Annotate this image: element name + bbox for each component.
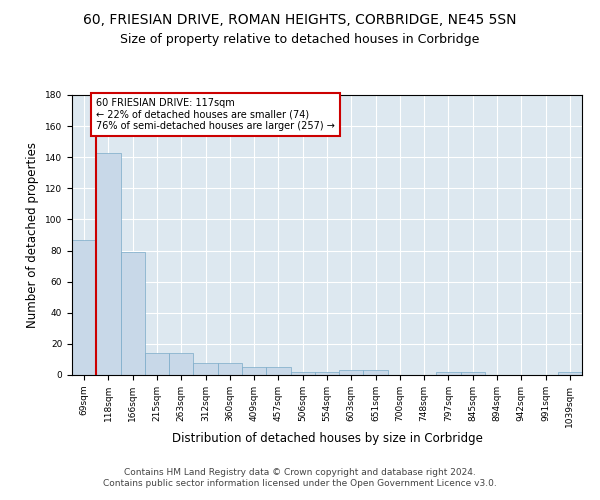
Bar	[72, 240, 96, 375]
X-axis label: Distribution of detached houses by size in Corbridge: Distribution of detached houses by size …	[172, 432, 482, 446]
Bar	[364, 370, 388, 375]
Bar	[193, 362, 218, 375]
Bar	[218, 362, 242, 375]
Bar	[461, 372, 485, 375]
Bar	[339, 370, 364, 375]
Text: Contains HM Land Registry data © Crown copyright and database right 2024.
Contai: Contains HM Land Registry data © Crown c…	[103, 468, 497, 487]
Text: Size of property relative to detached houses in Corbridge: Size of property relative to detached ho…	[121, 32, 479, 46]
Bar	[169, 353, 193, 375]
Bar	[121, 252, 145, 375]
Bar	[96, 152, 121, 375]
Text: 60, FRIESIAN DRIVE, ROMAN HEIGHTS, CORBRIDGE, NE45 5SN: 60, FRIESIAN DRIVE, ROMAN HEIGHTS, CORBR…	[83, 12, 517, 26]
Y-axis label: Number of detached properties: Number of detached properties	[26, 142, 40, 328]
Bar	[266, 367, 290, 375]
Bar	[315, 372, 339, 375]
Bar	[242, 367, 266, 375]
Bar	[558, 372, 582, 375]
Bar	[436, 372, 461, 375]
Bar	[290, 372, 315, 375]
Bar	[145, 353, 169, 375]
Text: 60 FRIESIAN DRIVE: 117sqm
← 22% of detached houses are smaller (74)
76% of semi-: 60 FRIESIAN DRIVE: 117sqm ← 22% of detac…	[96, 98, 335, 132]
